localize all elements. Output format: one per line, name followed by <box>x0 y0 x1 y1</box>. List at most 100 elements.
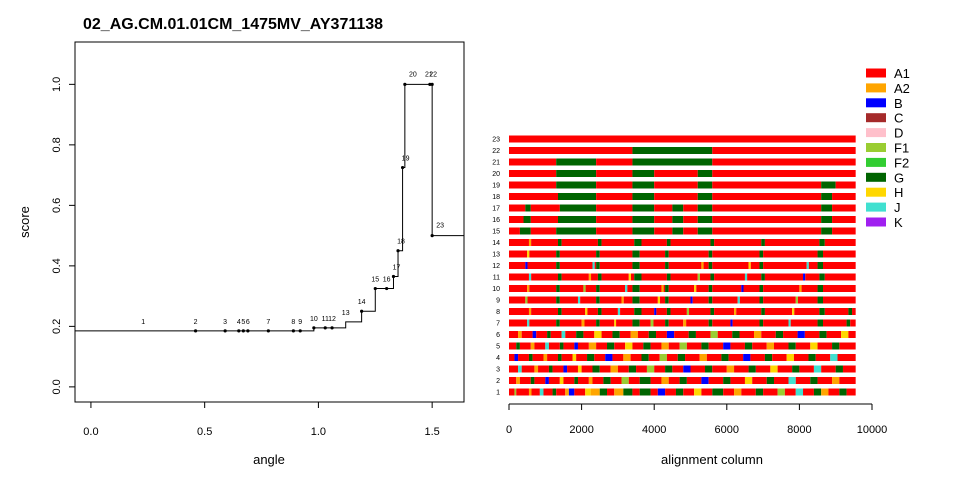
segment-G <box>556 319 560 327</box>
x-tick-label-right: 6000 <box>715 424 739 436</box>
segment-A1 <box>686 377 702 384</box>
segment-A1 <box>772 354 787 361</box>
segment-G <box>755 388 764 396</box>
legend-item: C <box>866 111 903 126</box>
segment-G <box>648 331 657 338</box>
alignment-row: 4 <box>496 354 856 362</box>
segment-G <box>516 342 520 350</box>
segment-G <box>697 181 713 189</box>
segment-G <box>665 365 673 373</box>
segment-A1 <box>703 262 709 269</box>
segment-A1 <box>690 365 706 373</box>
chart-title: 02_AG.CM.01.01CM_1475MV_AY371138 <box>83 16 383 33</box>
segment-H <box>841 331 849 338</box>
segment-A1 <box>536 331 548 338</box>
segment-A2 <box>543 354 548 361</box>
segment-A1 <box>612 354 624 361</box>
segment-A1 <box>821 365 836 373</box>
legend-swatch <box>866 143 886 152</box>
segment-A1 <box>706 354 722 361</box>
legend-label: H <box>894 185 903 200</box>
point-label: 10 <box>310 316 318 323</box>
y-tick-label: 1.0 <box>51 77 63 92</box>
segment-H <box>770 365 778 373</box>
segment-A1 <box>668 377 680 384</box>
x-tick-label-right: 8000 <box>787 424 811 436</box>
point-label: 19 <box>402 156 410 163</box>
segment-A1 <box>701 388 713 396</box>
segment-G <box>632 250 640 258</box>
y-tick-label: 0.2 <box>51 319 63 334</box>
segment-A1 <box>601 331 613 338</box>
segment-A1 <box>832 227 856 235</box>
segment-G <box>665 262 669 269</box>
segment-G <box>596 262 600 269</box>
segment-G <box>632 285 640 292</box>
alignment-row: 3 <box>496 365 856 374</box>
segment-A1 <box>797 296 818 304</box>
row-label: 1 <box>496 390 500 397</box>
segment-F1 <box>795 296 798 304</box>
segment-A1 <box>750 354 765 361</box>
segment-A1 <box>712 250 760 258</box>
segment-A1 <box>596 342 608 350</box>
segment-A1 <box>529 319 557 327</box>
segment-G <box>788 342 796 350</box>
segment-J <box>806 262 809 269</box>
segment-G <box>556 181 597 189</box>
segment-G <box>759 285 764 292</box>
segment-A1 <box>509 239 529 246</box>
y-tick-label: 0.4 <box>51 258 63 273</box>
segment-A1 <box>795 377 811 384</box>
segment-A1 <box>529 250 557 258</box>
segment-B <box>723 342 731 350</box>
segment-F1 <box>777 388 785 396</box>
alignment-row: 21 <box>492 158 856 167</box>
data-point <box>223 329 227 333</box>
segment-G <box>810 377 818 384</box>
segment-A2 <box>766 342 774 350</box>
segment-A1 <box>683 204 698 212</box>
segment-G <box>632 262 640 269</box>
segment-A1 <box>596 204 633 212</box>
alignment-row: 20 <box>492 170 856 178</box>
segment-A1 <box>548 342 560 350</box>
segment-A1 <box>599 262 633 269</box>
segment-A1 <box>599 296 622 304</box>
segment-G <box>639 377 651 384</box>
segment-A1 <box>695 331 711 338</box>
segment-J <box>539 388 544 396</box>
row-label: 9 <box>496 298 500 305</box>
segment-A2 <box>699 354 707 361</box>
segment-A2 <box>661 342 669 350</box>
segment-A1 <box>739 296 760 304</box>
segment-A2 <box>516 377 520 384</box>
segment-G <box>556 250 560 258</box>
segment-F1 <box>583 285 586 292</box>
data-point <box>330 326 334 330</box>
segment-B <box>605 354 613 361</box>
segment-A1 <box>773 342 789 350</box>
data-point <box>298 329 302 333</box>
data-point <box>391 274 396 279</box>
row-label: 23 <box>492 137 500 144</box>
segment-A1 <box>587 308 598 315</box>
data-point <box>360 309 364 313</box>
segment-B <box>657 388 666 396</box>
segment-A1 <box>654 365 666 373</box>
segment-H <box>585 308 588 315</box>
segment-A1 <box>666 354 678 361</box>
segment-A1 <box>714 239 762 246</box>
segment-J <box>744 273 748 281</box>
segment-G <box>817 319 823 327</box>
segment-G <box>708 262 713 269</box>
alignment-row: 5 <box>496 342 856 351</box>
segment-G <box>559 342 564 350</box>
segment-H <box>527 250 530 258</box>
segment-A2 <box>683 319 687 327</box>
segment-A1 <box>509 388 515 396</box>
point-label: 6 <box>246 319 250 326</box>
segment-G <box>759 296 764 304</box>
segment-A1 <box>509 216 524 223</box>
